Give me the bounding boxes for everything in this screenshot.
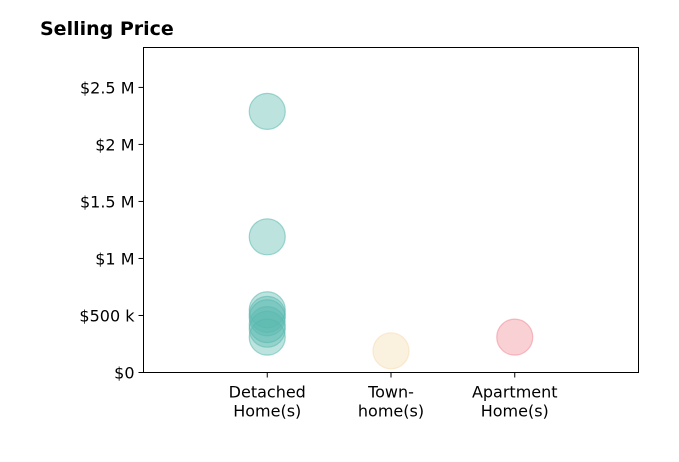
x-axis: Detached Home(s) Town-home(s) Apartment Home… (229, 372, 558, 421)
y-axis: $0 $500 k $1 M $1.5 M $2 M $2.5 M (79, 78, 144, 383)
data-points (248, 92, 534, 370)
data-point (372, 332, 410, 370)
data-point (496, 318, 534, 356)
y-tick-label: $2.5 M (80, 78, 135, 97)
x-tick-label: Town-home(s) (358, 383, 424, 421)
data-point (248, 310, 286, 348)
x-tick-label: Apartment Home(s) (472, 383, 558, 421)
y-tick-label: $0 (114, 364, 134, 383)
data-point (248, 218, 286, 256)
y-tick-label: $500 k (79, 306, 135, 325)
y-tick-label: $1.5 M (80, 192, 135, 211)
data-point (248, 92, 286, 130)
y-tick-label: $2 M (95, 135, 134, 154)
chart-title: Selling Price (40, 18, 174, 40)
data-point (248, 318, 286, 356)
plot-frame (143, 47, 639, 373)
y-tick-label: $1 M (95, 249, 134, 268)
x-tick-label: Detached Home(s) (229, 383, 306, 421)
